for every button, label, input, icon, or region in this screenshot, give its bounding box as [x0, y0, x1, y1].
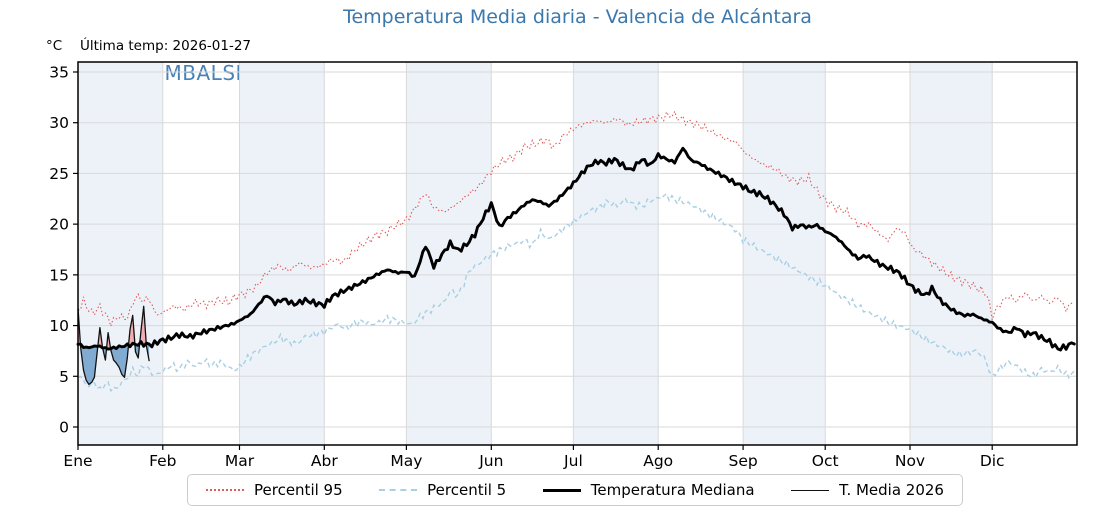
y-tick-label: 10 [49, 317, 69, 335]
x-tick-label-Oct: Oct [812, 452, 839, 470]
legend-label-percentil-95: Percentil 95 [254, 481, 343, 499]
last-temp-subtitle: Última temp: 2026-01-27 [80, 38, 252, 54]
percentil95-line [77, 109, 1075, 329]
x-tick-label-Feb: Feb [149, 452, 176, 470]
month-band [573, 62, 659, 445]
y-tick-label: 20 [49, 216, 69, 234]
x-tick-label-Sep: Sep [728, 452, 757, 470]
plot-border [77, 61, 1078, 446]
percentil5-line [77, 192, 1075, 393]
chart-title: Temperatura Media diaria - Valencia de A… [343, 6, 812, 28]
y-axis-unit-label: °C [46, 38, 63, 54]
legend-item-percentil-95: Percentil 95 [206, 481, 343, 499]
y-tick-label: 0 [59, 419, 69, 437]
mediana-line-sample-icon [542, 488, 581, 492]
legend-label-tmedia-2026: T. Media 2026 [839, 481, 944, 499]
legend-item-percentil-5: Percentil 5 [379, 481, 506, 499]
legend-item-mediana: Temperatura Mediana [542, 481, 755, 499]
x-tick-label-Ene: Ene [63, 452, 92, 470]
x-tick-label-May: May [390, 452, 422, 470]
percentil5-line-sample-icon [379, 489, 418, 491]
x-tick-label-Ago: Ago [643, 452, 673, 470]
tmedia2026-line [77, 305, 150, 386]
legend-item-tmedia-2026: T. Media 2026 [791, 481, 944, 499]
x-tick-label-Abr: Abr [311, 452, 338, 470]
legend-label-percentil-5: Percentil 5 [427, 481, 507, 499]
month-band [78, 62, 163, 445]
y-tick-label: 25 [49, 165, 69, 183]
x-tick-label-Dic: Dic [980, 452, 1005, 470]
fill-above-median [139, 306, 147, 347]
tmedia2026-line-sample-icon [791, 489, 830, 491]
month-band [406, 62, 492, 445]
fill-below-median [110, 343, 129, 378]
percentil95-line-sample-icon [206, 489, 244, 491]
y-tick-label: 15 [49, 266, 69, 284]
y-tick-label: 30 [49, 114, 69, 132]
y-tick-label: 35 [49, 63, 69, 81]
month-band [239, 62, 325, 445]
legend: Percentil 95 Percentil 5 Temperatura Med… [187, 474, 963, 506]
x-tick-label-Nov: Nov [895, 452, 925, 470]
x-tick-label-Jul: Jul [563, 452, 583, 470]
x-tick-label-Mar: Mar [225, 452, 255, 470]
x-tick-label-Jun: Jun [478, 452, 503, 470]
month-band [910, 62, 993, 445]
legend-label-mediana: Temperatura Mediana [590, 481, 755, 499]
mediana-line [76, 146, 1076, 352]
y-tick-label: 5 [59, 368, 69, 386]
month-band [743, 62, 826, 445]
